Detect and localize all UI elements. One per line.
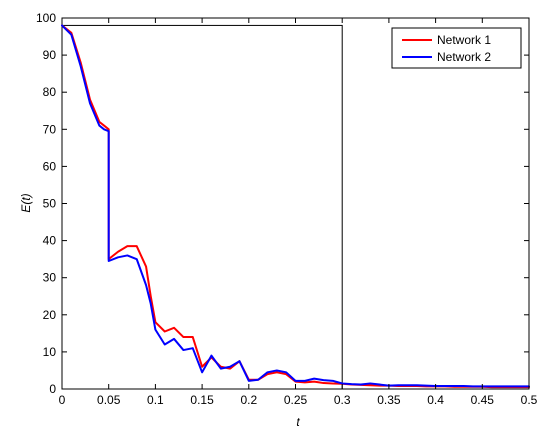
series-layer [61,24,530,389]
x-tick-label: 0.3 [334,393,351,407]
legend: Network 1 Network 2 [391,27,522,69]
y-tick-label: 0 [49,382,56,396]
y-tick-label: 30 [43,271,57,285]
x-tick-label: 0.35 [377,393,401,407]
x-tick-label: 0.15 [190,393,214,407]
x-tick-label: 0.1 [147,393,164,407]
plot-frame [61,17,530,390]
legend-label-1: Network 1 [437,33,491,47]
x-tick-label: 0.2 [240,393,257,407]
x-tick-label: 0.5 [521,393,538,407]
y-tick-label: 60 [43,159,57,173]
x-tick-label: 0.25 [284,393,308,407]
y-tick-label: 20 [43,308,57,322]
legend-label-2: Network 2 [437,50,491,64]
series-line-2 [61,24,530,388]
x-tick-label: 0.05 [97,393,121,407]
y-tick-label: 80 [43,85,57,99]
legend-box [391,27,522,69]
y-tick-label: 50 [43,197,57,211]
x-tick-label: 0 [59,393,66,407]
y-tick-label: 40 [43,234,57,248]
ticks-layer: 0 0.05 0.1 0.15 0.2 0.25 0.3 0.35 0.4 0.45 0.5 0 10 2… [36,11,538,407]
y-tick-label: 70 [43,122,57,136]
y-axis-title: E(t) [19,193,33,212]
y-tick-label: 100 [36,11,56,25]
x-tick-label: 0.45 [471,393,495,407]
y-tick-label: 90 [43,48,57,62]
plot-area [61,17,530,390]
y-tick-label: 10 [43,345,57,359]
x-tick-label: 0.4 [427,393,444,407]
x-axis-title: t [296,415,300,429]
